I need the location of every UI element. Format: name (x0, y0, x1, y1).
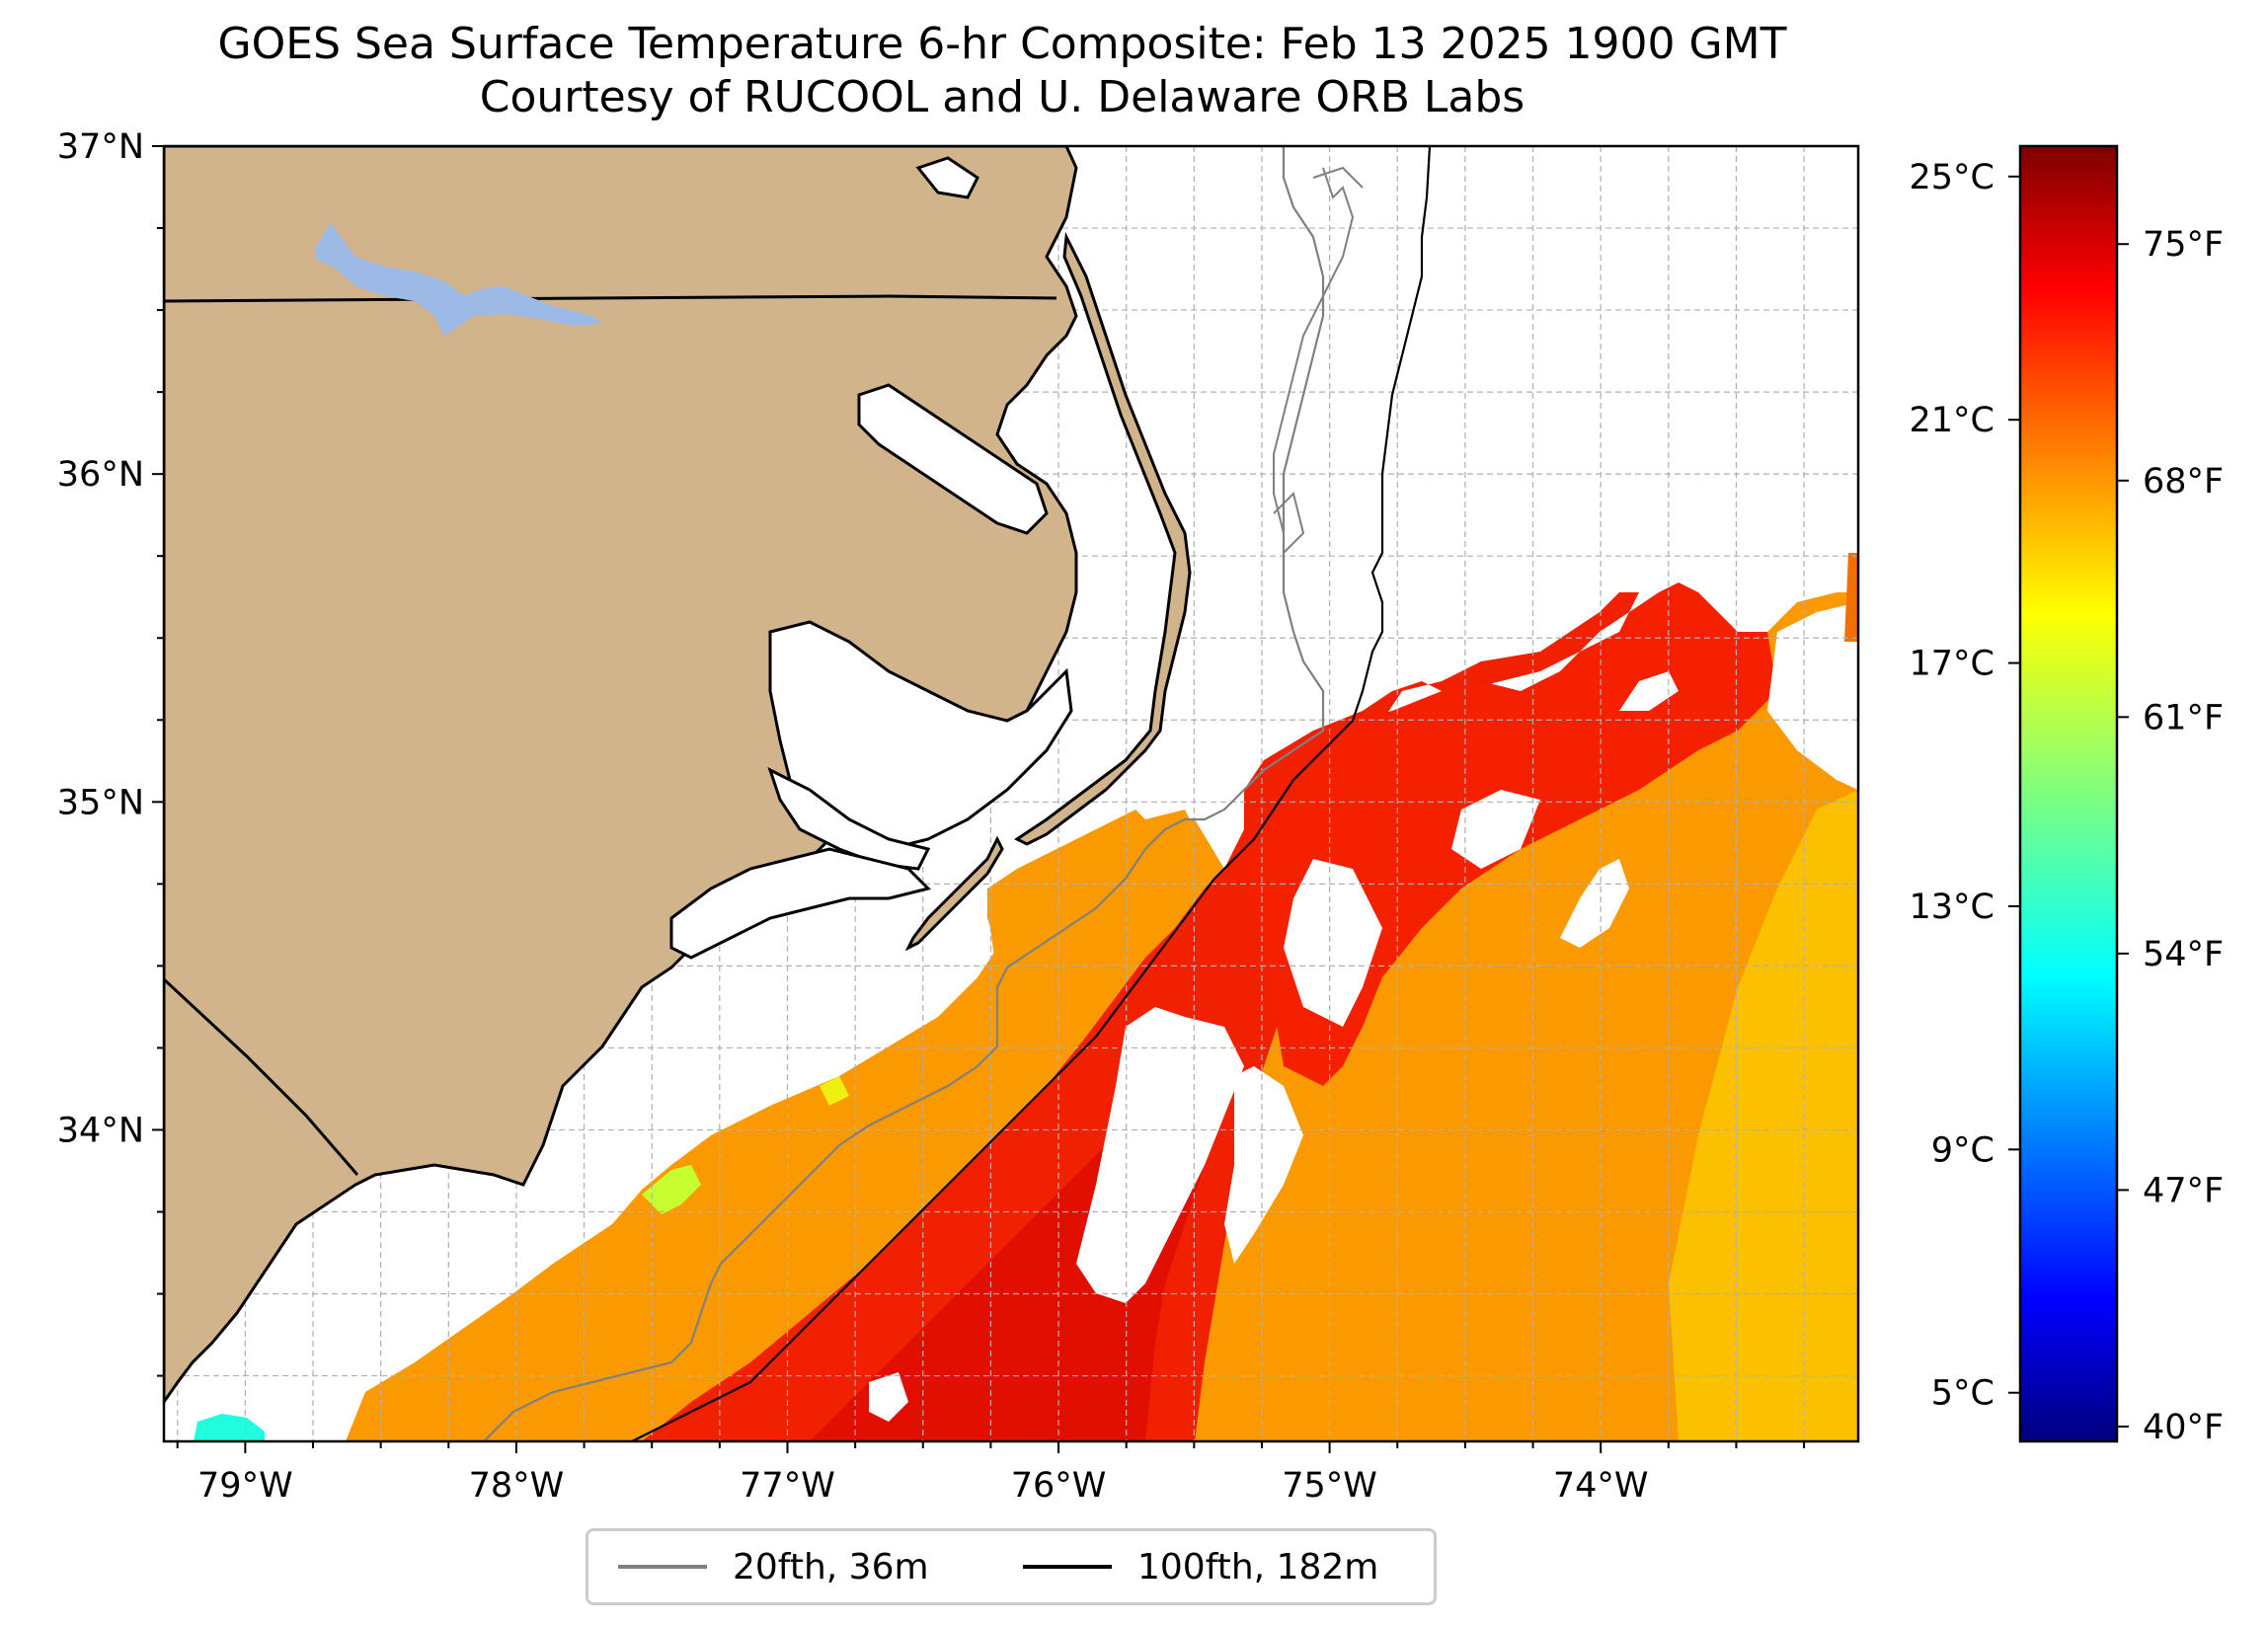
legend-item-20fth: 20fth, 36m (618, 1531, 929, 1602)
title-line-1: GOES Sea Surface Temperature 6-hr Compos… (217, 19, 1787, 69)
lon-tick-label: 77°W (740, 1466, 835, 1506)
outer-banks-south (904, 835, 1004, 952)
legend-swatch-20fth (618, 1565, 707, 1569)
sst-orange-shelf-patch (987, 810, 1205, 987)
colorbar-fahrenheit-label: 61°F (2143, 698, 2224, 737)
colorbar: 25°C 21°C 17°C 13°C 9°C 5°C 75°F 68°F 61°F 54°F 4… (1910, 144, 2224, 1447)
nc-va-border (164, 294, 1057, 303)
lat-tick-label: 36°N (57, 455, 144, 495)
colorbar-celsius-label: 17°C (1910, 645, 1994, 684)
lat-tick-label: 35°N (57, 783, 144, 822)
sst-cloud-gap-7 (869, 1372, 908, 1422)
legend: 20fth, 36m 100fth, 182m (586, 1528, 1437, 1605)
map-frame (162, 144, 1860, 1443)
colorbar-fahrenheit-axis: 75°F 68°F 61°F 54°F 47°F 40°F (2117, 225, 2224, 1447)
lon-tick-label: 74°W (1553, 1466, 1649, 1506)
chart-title: GOES Sea Surface Temperature 6-hr Compos… (0, 18, 2004, 124)
title-line-2: Courtesy of RUCOOL and U. Delaware ORB L… (479, 72, 1525, 122)
albemarle-sound (857, 383, 1049, 535)
sst-cloud-gap-8 (1619, 671, 1679, 711)
colorbar-fahrenheit-label: 47°F (2143, 1171, 2224, 1210)
lat-tick-label: 37°N (57, 127, 144, 167)
lon-tick-label: 76°W (1011, 1466, 1107, 1506)
neuse-river (767, 767, 931, 871)
colorbar-fahrenheit-label: 40°F (2143, 1408, 2224, 1447)
colorbar-gradient (2018, 144, 2119, 1443)
outer-banks (1014, 231, 1192, 846)
sst-yellow-east (1669, 790, 1858, 1441)
sst-yellow-patch-2 (820, 1076, 849, 1106)
sst-cloud-gap-4 (1560, 859, 1629, 948)
sst-cloud-gap-6 (1767, 602, 1858, 790)
lon-tick-label: 79°W (197, 1466, 293, 1506)
colorbar-fahrenheit-label: 75°F (2143, 225, 2224, 265)
kerr-lake (316, 222, 602, 336)
isobath-20fth-shoals (1273, 166, 1364, 573)
isobath-20fth (483, 146, 1325, 1441)
map-area (164, 146, 1858, 1441)
sst-cloud-gap-2 (1224, 1066, 1303, 1264)
longitude-axis: 79°W 78°W 77°W 76°W 75°W 74°W (176, 1441, 1806, 1506)
colorbar-celsius-label: 25°C (1910, 158, 1994, 197)
sst-cloud-gap-3 (1284, 859, 1382, 1027)
legend-label-20fth: 20fth, 36m (733, 1546, 929, 1587)
colorbar-celsius-axis: 25°C 21°C 17°C 13°C 9°C 5°C (1910, 158, 2020, 1414)
colorbar-fahrenheit-label: 68°F (2143, 462, 2224, 502)
sst-cloud-gap-5 (1451, 790, 1540, 869)
bogue-sound (669, 847, 931, 960)
colorbar-celsius-label: 21°C (1910, 401, 1994, 440)
sst-orange-east-edge (1844, 553, 1858, 642)
sst-green-patch-1 (642, 1165, 701, 1214)
sst-cyan-patch (194, 1414, 265, 1441)
chesapeake-inlet (915, 156, 979, 199)
lat-tick-label: 34°N (57, 1111, 144, 1150)
colorbar-celsius-label: 5°C (1931, 1374, 1994, 1414)
nc-sc-border (164, 977, 359, 1176)
colorbar-celsius-label: 13°C (1910, 888, 1994, 927)
sst-cloud-gap-1 (1076, 1007, 1244, 1303)
latitude-axis: 37°N 36°N 35°N 34°N (57, 127, 164, 1377)
legend-swatch-100fth (1023, 1565, 1112, 1569)
legend-item-100fth: 100fth, 182m (1023, 1531, 1378, 1602)
lon-tick-label: 78°W (469, 1466, 565, 1506)
lon-tick-label: 75°W (1282, 1466, 1377, 1506)
legend-label-100fth: 100fth, 182m (1137, 1546, 1379, 1587)
isobath-100fth (631, 146, 1432, 1441)
colorbar-celsius-label: 9°C (1931, 1130, 1994, 1170)
colorbar-fahrenheit-label: 54°F (2143, 935, 2224, 974)
